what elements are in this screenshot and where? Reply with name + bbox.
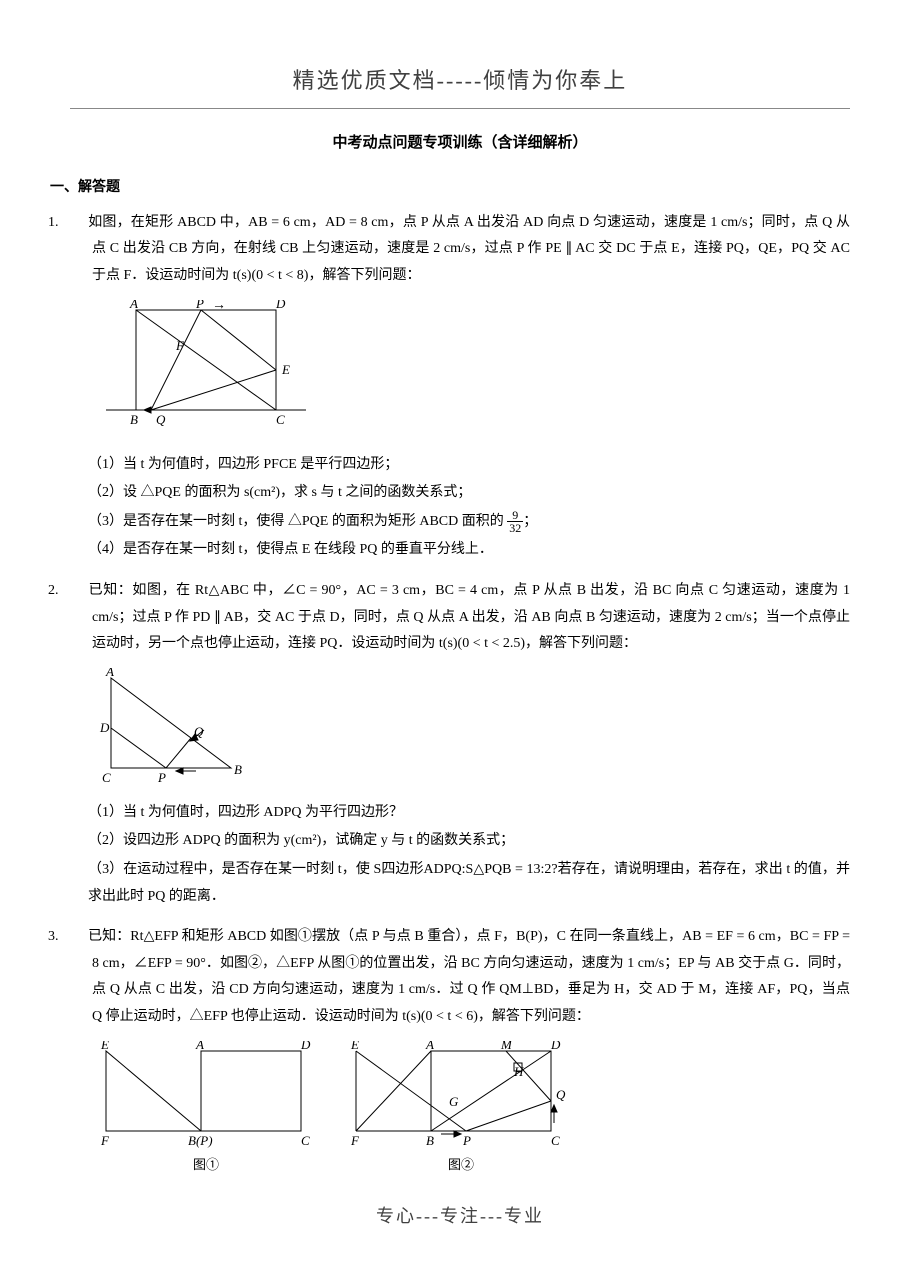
label-E3a: E [100, 1041, 109, 1052]
problem-1-figure: A D B C P E F Q → [96, 300, 850, 440]
figure-3b-svg: E A M D F B P C Q G H [346, 1041, 576, 1151]
label-D2: D [99, 720, 110, 735]
header-divider [70, 108, 850, 109]
label-B: B [130, 412, 138, 427]
problem-1-sub-3: （3）是否存在某一时刻 t，使得 △PQE 的面积为矩形 ABCD 面积的 93… [88, 509, 850, 536]
label-D: D [275, 300, 286, 311]
label-C2: C [102, 770, 111, 785]
problem-1-subs: （1）当 t 为何值时，四边形 PFCE 是平行四边形； （2）设 △PQE 的… [88, 452, 850, 564]
problem-2-sub-1: （1）当 t 为何值时，四边形 ADPQ 为平行四边形？ [88, 800, 850, 827]
label-Q3b: Q [556, 1087, 566, 1102]
problem-1-sub-1: （1）当 t 为何值时，四边形 PFCE 是平行四边形； [88, 452, 850, 479]
label-D3a: D [300, 1041, 311, 1052]
problem-1-sub-2: （2）设 △PQE 的面积为 s(cm²)，求 s 与 t 之间的函数关系式； [88, 480, 850, 507]
label-BP3a: B(P) [188, 1133, 213, 1148]
problem-2: 2.已知：如图，在 Rt△ABC 中，∠C = 90°，AC = 3 cm，BC… [70, 578, 850, 910]
problem-2-sub-2: （2）设四边形 ADPQ 的面积为 y(cm²)，试确定 y 与 t 的函数关系… [88, 828, 850, 855]
label-F3b: F [350, 1133, 360, 1148]
page-title: 中考动点问题专项训练（含详细解析） [70, 129, 850, 158]
label-A3b: A [425, 1041, 434, 1052]
problem-1-sub-4: （4）是否存在某一时刻 t，使得点 E 在线段 PQ 的垂直平分线上． [88, 537, 850, 564]
problem-1: 1.如图，在矩形 ABCD 中，AB = 6 cm，AD = 8 cm，点 P … [70, 210, 850, 564]
label-B2: B [234, 762, 242, 777]
problem-3-num: 3. [70, 924, 88, 951]
label-E3b: E [350, 1041, 359, 1052]
label-C3a: C [301, 1133, 310, 1148]
problem-3-text: 已知：Rt△EFP 和矩形 ABCD 如图①摆放（点 P 与点 B 重合），点 … [88, 929, 850, 1024]
figure-2-svg: A D C B P Q [96, 668, 266, 788]
problem-3-figure: E A D F B(P) C 图① [96, 1041, 850, 1178]
arrow-P-icon: → [212, 300, 226, 313]
label-A2: A [105, 668, 114, 679]
figure-3b-caption: 图② [346, 1153, 576, 1178]
label-D3b: D [550, 1041, 561, 1052]
label-C: C [276, 412, 285, 427]
label-P3b: P [462, 1133, 471, 1148]
section-heading: 一、解答题 [50, 175, 850, 202]
problem-3: 3.已知：Rt△EFP 和矩形 ABCD 如图①摆放（点 P 与点 B 重合），… [70, 924, 850, 1177]
label-C3b: C [551, 1133, 560, 1148]
label-G3b: G [449, 1094, 459, 1109]
problem-2-text: 已知：如图，在 Rt△ABC 中，∠C = 90°，AC = 3 cm，BC =… [88, 583, 850, 651]
problem-2-stem: 2.已知：如图，在 Rt△ABC 中，∠C = 90°，AC = 3 cm，BC… [70, 578, 850, 658]
label-E: E [281, 362, 290, 377]
problem-2-sub-3: （3）在运动过程中，是否存在某一时刻 t，使 S四边形ADPQ:S△PQB = … [88, 857, 850, 910]
problem-1-text: 如图，在矩形 ABCD 中，AB = 6 cm，AD = 8 cm，点 P 从点… [88, 215, 850, 283]
label-A3a: A [195, 1041, 204, 1052]
footer-text: 专心---专注---专业 [70, 1199, 850, 1233]
figure-3a-svg: E A D F B(P) C [96, 1041, 316, 1151]
problem-2-figure: A D C B P Q [96, 668, 850, 788]
problem-2-num: 2. [70, 578, 88, 605]
figure-1-svg: A D B C P E F Q → [96, 300, 316, 440]
label-B3b: B [426, 1133, 434, 1148]
label-F: F [175, 338, 185, 353]
problem-1-num: 1. [70, 210, 88, 237]
label-A: A [129, 300, 138, 311]
problem-1-stem: 1.如图，在矩形 ABCD 中，AB = 6 cm，AD = 8 cm，点 P … [70, 210, 850, 290]
figure-3a-caption: 图① [96, 1153, 316, 1178]
label-F3a: F [100, 1133, 110, 1148]
figure-3b-wrap: E A M D F B P C Q G H [346, 1041, 576, 1178]
label-Q: Q [156, 412, 166, 427]
problem-3-stem: 3.已知：Rt△EFP 和矩形 ABCD 如图①摆放（点 P 与点 B 重合），… [70, 924, 850, 1030]
label-M3b: M [500, 1041, 513, 1052]
watermark-text: 精选优质文档-----倾情为你奉上 [70, 60, 850, 102]
figure-3a-wrap: E A D F B(P) C 图① [96, 1041, 316, 1178]
problem-2-subs: （1）当 t 为何值时，四边形 ADPQ 为平行四边形？ （2）设四边形 ADP… [88, 800, 850, 910]
label-P: P [195, 300, 204, 311]
label-P2: P [157, 770, 166, 785]
